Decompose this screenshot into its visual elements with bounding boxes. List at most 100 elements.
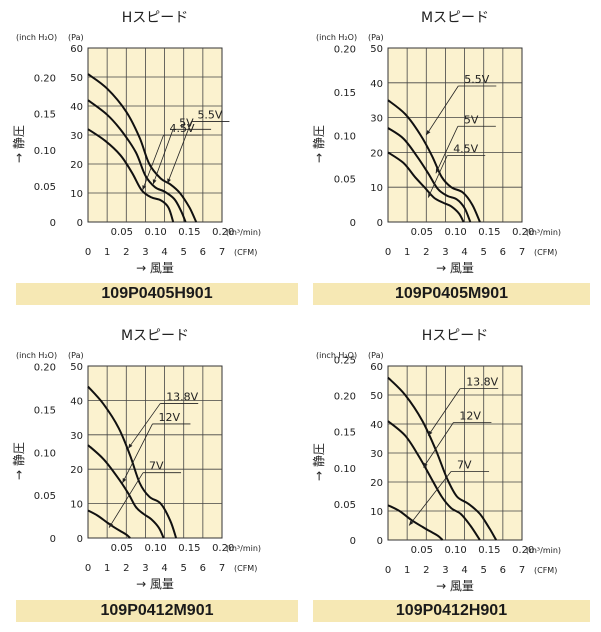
x-tick-cfm: 6 bbox=[500, 247, 506, 258]
x-tick-cfm: 5 bbox=[481, 247, 487, 258]
plot-area bbox=[387, 47, 523, 223]
x-tick-cfm: 5 bbox=[181, 247, 187, 258]
x-unit-m3: (m³/min) bbox=[226, 228, 261, 237]
chart-title: Hスピード bbox=[422, 328, 489, 344]
series-label-12V: 12V bbox=[459, 410, 481, 423]
series-line-5.5V bbox=[87, 73, 198, 223]
series-label-5V: 5V bbox=[464, 113, 479, 126]
leader-arrowhead bbox=[428, 192, 432, 198]
leader-arrowhead bbox=[152, 179, 157, 185]
leader-line bbox=[427, 155, 448, 198]
model-label-2: 109P0412M901 bbox=[16, 600, 298, 622]
x-tick-cfm: 4 bbox=[461, 247, 467, 258]
x-tick-cfm: 6 bbox=[200, 563, 206, 574]
leader-line bbox=[108, 472, 144, 528]
x-tick-cfm: 1 bbox=[404, 565, 410, 576]
x-tick-cfm: 3 bbox=[142, 563, 148, 574]
y-axis-label: → 静圧 bbox=[12, 442, 26, 480]
leader-arrowhead bbox=[409, 520, 414, 526]
series-line-5V bbox=[87, 99, 187, 223]
leader-arrowhead bbox=[426, 130, 431, 135]
x-unit-cfm: (CFM) bbox=[234, 248, 257, 257]
series-line-12V bbox=[387, 420, 481, 541]
leader-line bbox=[142, 134, 164, 191]
left-axis-unit: (inch H₂O) bbox=[16, 33, 57, 42]
x-tick-cfm: 1 bbox=[104, 247, 110, 258]
x-tick-cfm: 3 bbox=[142, 247, 148, 258]
x-unit-m3: (m³/min) bbox=[526, 546, 561, 555]
x-tick-cfm: 6 bbox=[200, 247, 206, 258]
y-tick-pa: 0 bbox=[377, 218, 383, 229]
y-tick-inch: 0.10 bbox=[34, 146, 56, 157]
x-unit-cfm: (CFM) bbox=[534, 248, 557, 257]
right-axis-unit: (Pa) bbox=[68, 33, 84, 42]
series-line-13.8V bbox=[87, 385, 178, 539]
x-tick-m3: 0.15 bbox=[178, 543, 200, 554]
y-tick-pa: 0 bbox=[377, 536, 383, 547]
series-label-5V: 5V bbox=[179, 116, 194, 129]
x-tick-cfm: 4 bbox=[461, 565, 467, 576]
y-tick-inch: 0 bbox=[50, 534, 56, 545]
x-axis-label: → 風量 bbox=[436, 579, 474, 593]
y-tick-pa: 40 bbox=[70, 102, 83, 113]
x-tick-cfm: 4 bbox=[161, 247, 167, 258]
chart-1: Mスピード(inch H₂O) (Pa)0102030405000.050.100… bbox=[312, 10, 561, 275]
y-tick-pa: 20 bbox=[370, 148, 383, 159]
leader-line bbox=[167, 121, 192, 184]
y-tick-inch: 0.20 bbox=[334, 392, 356, 403]
y-tick-inch: 0.05 bbox=[334, 175, 356, 186]
leader-arrowhead bbox=[435, 168, 440, 174]
right-axis-unit: (Pa) bbox=[368, 33, 384, 42]
x-tick-cfm: 1 bbox=[104, 563, 110, 574]
model-label-0: 109P0405H901 bbox=[16, 283, 298, 305]
series-line-4.5V bbox=[87, 128, 175, 223]
x-tick-m3: 0.15 bbox=[478, 227, 500, 238]
y-tick-pa: 50 bbox=[370, 391, 383, 402]
x-tick-m3: 0.05 bbox=[111, 227, 133, 238]
model-label-3: 109P0412H901 bbox=[313, 600, 590, 622]
y-tick-pa: 50 bbox=[70, 362, 83, 373]
series-line-12V bbox=[87, 444, 165, 539]
y-tick-pa: 10 bbox=[370, 507, 383, 518]
x-tick-cfm: 3 bbox=[442, 565, 448, 576]
x-tick-cfm: 5 bbox=[481, 565, 487, 576]
y-tick-inch: 0.10 bbox=[334, 131, 356, 142]
leader-arrowhead bbox=[122, 477, 127, 483]
y-tick-pa: 10 bbox=[70, 500, 83, 511]
plot-area bbox=[87, 365, 223, 539]
y-tick-inch: 0 bbox=[350, 536, 356, 547]
y-tick-pa: 0 bbox=[77, 218, 83, 229]
series-line-13.8V bbox=[387, 376, 498, 541]
series-label-7V: 7V bbox=[457, 459, 472, 472]
y-tick-inch: 0.05 bbox=[34, 182, 56, 193]
series-label-4.5V: 4.5V bbox=[170, 122, 195, 135]
y-tick-pa: 40 bbox=[370, 79, 383, 90]
x-tick-cfm: 1 bbox=[404, 247, 410, 258]
chart-title: Mスピード bbox=[121, 328, 189, 344]
x-tick-cfm: 2 bbox=[423, 565, 429, 576]
y-axis-label: → 静圧 bbox=[312, 443, 326, 481]
series-line-7V bbox=[87, 509, 131, 539]
series-label-13.8V: 13.8V bbox=[166, 391, 198, 404]
y-tick-inch: 0.10 bbox=[334, 464, 356, 475]
x-tick-cfm: 2 bbox=[123, 563, 129, 574]
x-tick-cfm: 5 bbox=[181, 563, 187, 574]
right-axis-unit: (Pa) bbox=[68, 351, 84, 360]
y-tick-inch: 0.10 bbox=[34, 448, 56, 459]
leader-arrowhead bbox=[128, 443, 133, 449]
y-tick-inch: 0.05 bbox=[34, 491, 56, 502]
x-axis-label: → 風量 bbox=[136, 577, 174, 591]
y-tick-pa: 50 bbox=[70, 73, 83, 84]
x-tick-cfm: 2 bbox=[123, 247, 129, 258]
series-label-12V: 12V bbox=[158, 411, 180, 424]
x-tick-cfm: 2 bbox=[423, 247, 429, 258]
series-line-5.5V bbox=[387, 99, 481, 223]
series-line-5V bbox=[387, 127, 472, 223]
x-tick-cfm: 7 bbox=[219, 563, 225, 574]
y-tick-pa: 10 bbox=[70, 189, 83, 200]
chart-0: Hスピード(inch H₂O) (Pa)010203040506000.050.1… bbox=[12, 10, 261, 275]
series-line-7V bbox=[387, 504, 444, 541]
y-tick-pa: 20 bbox=[370, 478, 383, 489]
y-tick-pa: 30 bbox=[70, 131, 83, 142]
y-tick-pa: 10 bbox=[370, 183, 383, 194]
